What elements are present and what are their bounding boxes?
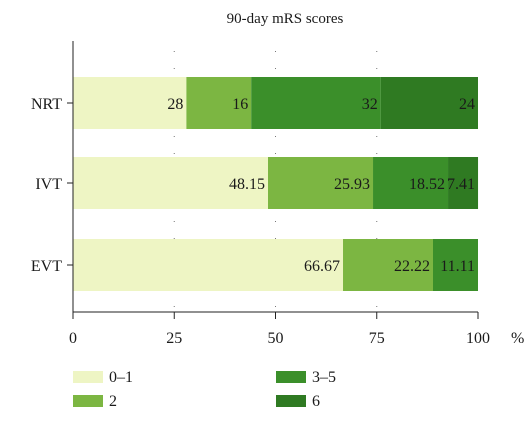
legend-label-2: 3–5 [312,369,336,386]
data-label-ivt-series-2: 18.52 [409,176,445,193]
bar-ivt-series-0 [73,157,269,209]
bar-nrt-series-2 [251,77,381,129]
data-label-ivt-series-3: 7.41 [447,176,475,193]
legend: 0–1 2 3–5 6 [73,369,336,410]
legend-swatch-2 [276,371,306,383]
bar-nrt-series-0 [73,77,187,129]
bar-ivt-series-1 [268,157,374,209]
bar-ivt-series-2 [373,157,449,209]
x-axis-unit: % [511,330,524,347]
y-tick-label-evt: EVT [31,258,62,275]
bar-evt-series-2 [433,239,478,291]
x-tick-label-50: 50 [268,330,284,347]
data-label-evt-series-1: 22.22 [394,258,430,275]
x-tick-label-25: 25 [166,330,182,347]
bars: 28 16 32 24 48.15 25.93 18.52 7.41 66.67 22.22 11.… [73,77,479,291]
data-label-nrt-series-0: 28 [167,96,183,113]
legend-swatch-1 [73,395,103,407]
data-label-ivt-series-0: 48.15 [229,176,265,193]
bar-evt-series-1 [343,239,434,291]
x-tick-label-0: 0 [69,330,77,347]
y-tick-label-nrt: NRT [31,96,62,113]
legend-label-0: 0–1 [109,369,133,386]
data-label-evt-series-2: 11.11 [440,258,475,275]
y-tick-label-ivt: IVT [35,176,62,193]
chart-title: 90-day mRS scores [227,11,344,27]
legend-label-3: 6 [312,393,320,410]
bar-evt-series-0 [73,239,344,291]
bar-nrt-series-3 [380,77,478,129]
data-label-nrt-series-2: 32 [362,96,378,113]
legend-swatch-0 [73,371,103,383]
data-label-evt-series-0: 66.67 [304,258,340,275]
legend-swatch-3 [276,395,306,407]
x-tick-label-100: 100 [466,330,490,347]
bar-nrt-series-1 [186,77,252,129]
data-label-ivt-series-1: 25.93 [334,176,370,193]
legend-label-1: 2 [109,393,117,410]
x-tick-label-75: 75 [369,330,385,347]
data-label-nrt-series-1: 16 [232,96,248,113]
axes: NRT IVT EVT 0 25 50 75 100% [31,41,524,347]
bar-ivt-series-3 [448,157,479,209]
data-label-nrt-series-3: 24 [459,96,475,113]
